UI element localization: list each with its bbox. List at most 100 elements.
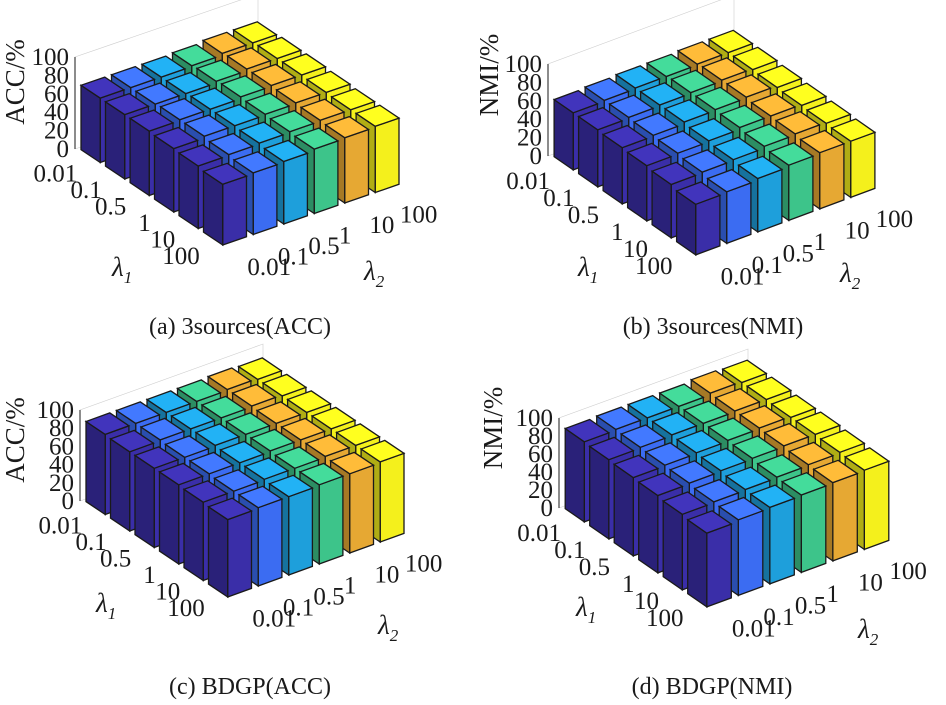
z-tick-label: 40 — [517, 106, 542, 133]
z-tick-label: 80 — [49, 415, 74, 442]
lambda2-tick-label: 0.01 — [721, 264, 765, 291]
lambda1-tick-label: 100 — [646, 605, 684, 632]
lambda2-tick-label: 0.5 — [308, 233, 339, 260]
lambda2-tick-label: 10 — [845, 218, 870, 245]
panel-a-lambda2-ticks: 0.010.1 0.5 1 10 100 — [247, 201, 437, 281]
lambda2-tick-label: 0.1 — [278, 243, 309, 270]
lambda1-tick-label: 0.5 — [579, 554, 610, 581]
lambda1-tick-label: 1 — [622, 571, 635, 598]
lambda2-tick-label: 0.01 — [252, 606, 296, 633]
z-tick-label: 100 — [32, 44, 70, 71]
panel-b-lambda2-ticks: 0.010.1 0.5 1 10 100 — [721, 206, 914, 291]
lambda2-tick-label: 1 — [344, 573, 357, 600]
z-tick-label: 100 — [516, 405, 554, 432]
panel-a-lambda2-label: λ2 — [363, 256, 385, 291]
lambda2-tick-label: 1 — [339, 222, 352, 249]
lambda2-tick-label: 100 — [405, 551, 443, 578]
lambda1-tick-label: 0.01 — [38, 513, 82, 540]
lambda1-tick-label: 0.1 — [75, 529, 106, 556]
z-tick-label: 80 — [517, 69, 542, 96]
lambda1-tick-label: 0.5 — [95, 193, 126, 220]
panel-c-lambda1-label: λ1 — [95, 588, 116, 623]
panel-b-bars — [547, 0, 877, 257]
lambda1-tick-label: 0.01 — [517, 520, 561, 547]
z-tick-label: 0 — [57, 136, 70, 163]
panel-b-z-label: NMI/% — [474, 34, 504, 117]
lambda2-tick-label: 100 — [876, 206, 914, 233]
panel-d-lambda2-label: λ2 — [857, 614, 879, 649]
lambda2-tick-label: 0.1 — [752, 252, 783, 279]
bar-l1-100-l2-0.01 — [686, 510, 733, 609]
lambda2-tick-label: 100 — [889, 558, 927, 585]
panel-b-lambda2-label: λ2 — [839, 258, 861, 293]
lambda2-tick-label: 0.5 — [313, 584, 344, 611]
z-tick-label: 80 — [528, 423, 553, 450]
panel-d-z-label: NMI/% — [478, 387, 508, 470]
panel-d-caption: (d) BDGP(NMI) — [632, 674, 793, 700]
lambda1-tick-label: 0.1 — [543, 185, 574, 212]
lambda1-tick-label: 10 — [150, 226, 175, 253]
lambda2-tick-label: 0.5 — [795, 593, 826, 620]
z-tick-label: 20 — [44, 118, 69, 145]
z-tick-label: 60 — [44, 81, 69, 108]
z-tick-label: 0 — [541, 495, 554, 522]
lambda2-tick-label: 10 — [369, 212, 394, 239]
lambda2-tick-label: 0.01 — [732, 616, 776, 643]
lambda2-tick-label: 0.01 — [247, 254, 291, 281]
lambda2-tick-label: 1 — [826, 581, 839, 608]
panel-a-caption: (a) 3sources(ACC) — [149, 314, 331, 340]
z-tick-label: 0 — [62, 488, 75, 515]
z-tick-label: 20 — [49, 470, 74, 497]
lambda1-tick-label: 0.1 — [554, 537, 585, 564]
panel-d-lambda2-ticks: 0.010.1 0.5 1 10 100 — [732, 558, 927, 643]
lambda1-tick-label: 1 — [143, 562, 156, 589]
z-tick-label: 0 — [530, 143, 543, 170]
z-tick-label: 20 — [517, 125, 542, 152]
z-tick-label: 60 — [517, 88, 542, 115]
lambda2-tick-label: 10 — [374, 562, 399, 589]
bar-l1-100-l2-0.01 — [675, 181, 722, 257]
lambda1-tick-label: 0.5 — [568, 202, 599, 229]
panel-c-lambda2-label: λ2 — [377, 610, 399, 645]
lambda2-tick-label: 0.5 — [783, 241, 814, 268]
z-tick-label: 40 — [49, 452, 74, 479]
z-tick-label: 40 — [528, 459, 553, 486]
lambda1-tick-label: 10 — [634, 588, 659, 615]
lambda2-tick-label: 100 — [400, 201, 438, 228]
lambda1-tick-label: 100 — [167, 595, 205, 622]
lambda1-tick-label: 1 — [138, 210, 151, 237]
panel-b-lambda1-label: λ1 — [577, 252, 598, 287]
z-tick-label: 60 — [528, 441, 553, 468]
z-tick-label: 40 — [44, 99, 69, 126]
panel-a-z-label: ACC/% — [0, 39, 30, 125]
z-tick-label: 80 — [44, 62, 69, 89]
lambda2-tick-label: 1 — [814, 229, 827, 256]
lambda1-tick-label: 0.5 — [100, 546, 131, 573]
z-tick-label: 100 — [505, 51, 543, 78]
panel-c-lambda2-ticks: 0.010.1 0.5 1 10 100 — [252, 551, 442, 633]
panel-a-lambda1-label: λ1 — [111, 252, 132, 287]
bar-l1-100-l2-0.01 — [202, 162, 248, 247]
lambda1-tick-label: 100 — [162, 243, 200, 270]
panel-a-bars — [74, 0, 401, 247]
panel-c-bars — [79, 343, 406, 599]
z-tick-label: 60 — [49, 433, 74, 460]
lambda2-tick-label: 0.1 — [763, 604, 794, 631]
lambda1-tick-label: 10 — [155, 579, 180, 606]
panel-b-caption: (b) 3sources(NMI) — [623, 314, 804, 340]
lambda2-tick-label: 0.1 — [283, 595, 314, 622]
panel-d-lambda1-label: λ1 — [575, 592, 596, 627]
panel-c-z-label: ACC/% — [0, 397, 30, 483]
panel-d-bars — [558, 348, 891, 609]
